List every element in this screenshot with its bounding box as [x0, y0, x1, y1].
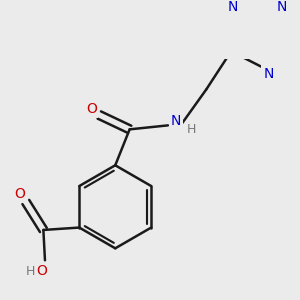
- Text: O: O: [86, 102, 97, 116]
- Text: N: N: [227, 0, 238, 14]
- Text: O: O: [36, 265, 47, 278]
- Text: N: N: [276, 0, 287, 14]
- Text: N: N: [171, 114, 181, 128]
- Text: O: O: [14, 187, 25, 201]
- Text: H: H: [26, 265, 35, 278]
- Text: H: H: [187, 123, 196, 136]
- Text: N: N: [264, 67, 274, 81]
